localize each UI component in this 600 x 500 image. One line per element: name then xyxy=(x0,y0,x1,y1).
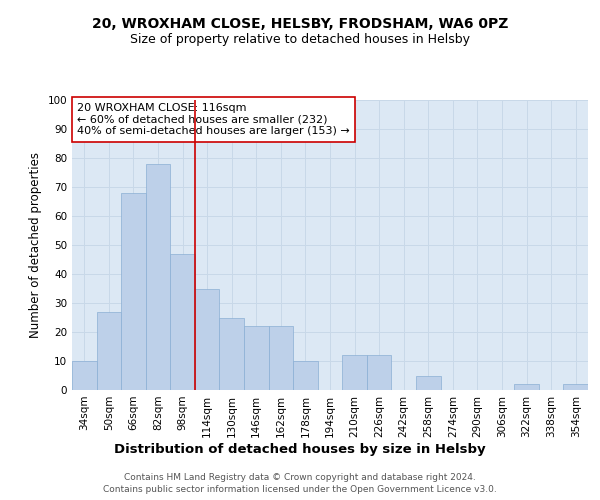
Bar xyxy=(269,326,293,390)
Bar xyxy=(170,254,195,390)
Bar xyxy=(220,318,244,390)
Text: Contains public sector information licensed under the Open Government Licence v3: Contains public sector information licen… xyxy=(103,485,497,494)
Bar xyxy=(97,312,121,390)
Bar xyxy=(293,361,318,390)
Bar xyxy=(72,361,97,390)
Text: 20 WROXHAM CLOSE: 116sqm
← 60% of detached houses are smaller (232)
40% of semi-: 20 WROXHAM CLOSE: 116sqm ← 60% of detach… xyxy=(77,103,350,136)
Text: 20, WROXHAM CLOSE, HELSBY, FRODSHAM, WA6 0PZ: 20, WROXHAM CLOSE, HELSBY, FRODSHAM, WA6… xyxy=(92,18,508,32)
Bar xyxy=(563,384,588,390)
Bar xyxy=(514,384,539,390)
Bar xyxy=(146,164,170,390)
Bar xyxy=(244,326,269,390)
Bar xyxy=(121,193,146,390)
Bar xyxy=(342,355,367,390)
Bar xyxy=(367,355,391,390)
Y-axis label: Number of detached properties: Number of detached properties xyxy=(29,152,42,338)
Text: Distribution of detached houses by size in Helsby: Distribution of detached houses by size … xyxy=(114,442,486,456)
Text: Contains HM Land Registry data © Crown copyright and database right 2024.: Contains HM Land Registry data © Crown c… xyxy=(124,472,476,482)
Text: Size of property relative to detached houses in Helsby: Size of property relative to detached ho… xyxy=(130,32,470,46)
Bar xyxy=(416,376,440,390)
Bar xyxy=(195,288,220,390)
